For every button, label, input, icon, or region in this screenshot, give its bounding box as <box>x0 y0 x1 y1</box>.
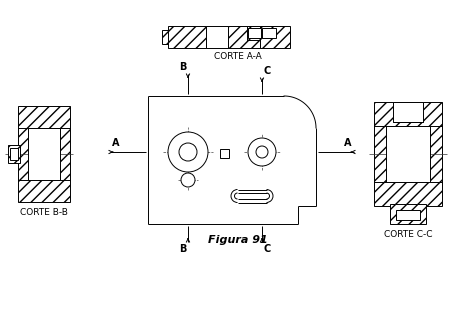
Bar <box>220 149 229 158</box>
Bar <box>228 26 260 48</box>
Text: CORTE B-B: CORTE B-B <box>20 208 68 217</box>
Circle shape <box>256 146 268 158</box>
Bar <box>28 128 60 180</box>
Bar <box>390 204 426 224</box>
Bar <box>386 126 430 182</box>
Text: C: C <box>264 244 271 254</box>
Circle shape <box>248 138 276 166</box>
Text: CORTE C-C: CORTE C-C <box>384 230 432 239</box>
Bar <box>18 106 70 202</box>
Bar <box>374 102 442 206</box>
Bar <box>260 26 290 48</box>
Circle shape <box>179 143 197 161</box>
Bar <box>262 28 276 38</box>
Bar <box>248 28 261 38</box>
Bar <box>162 30 170 44</box>
Circle shape <box>181 173 195 187</box>
Bar <box>396 210 420 220</box>
Bar <box>206 26 228 48</box>
Text: C: C <box>264 66 271 76</box>
Text: CORTE A-A: CORTE A-A <box>214 52 262 61</box>
Text: A: A <box>112 138 120 148</box>
Text: Figura 91: Figura 91 <box>208 235 268 245</box>
Bar <box>247 26 277 40</box>
Text: B: B <box>178 62 186 72</box>
Bar <box>168 26 206 48</box>
Circle shape <box>168 132 208 172</box>
Text: A: A <box>344 138 352 148</box>
Text: B: B <box>178 244 186 254</box>
Bar <box>393 102 423 122</box>
Bar <box>8 145 20 163</box>
Bar <box>10 148 18 160</box>
